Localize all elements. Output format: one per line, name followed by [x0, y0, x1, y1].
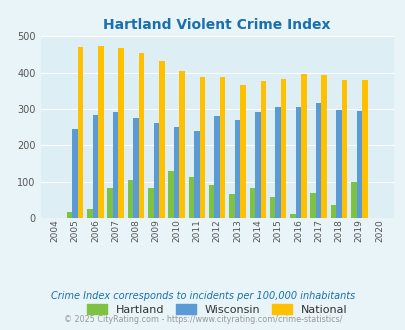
Bar — [295, 107, 301, 218]
Bar — [260, 81, 265, 218]
Bar — [159, 61, 164, 218]
Bar — [118, 48, 124, 218]
Bar — [275, 107, 280, 218]
Bar — [209, 185, 214, 218]
Bar — [310, 193, 315, 218]
Bar — [92, 115, 98, 218]
Bar — [168, 171, 173, 218]
Bar — [361, 80, 367, 218]
Bar — [330, 205, 335, 218]
Bar — [335, 110, 341, 218]
Bar — [67, 213, 72, 218]
Bar — [249, 188, 254, 218]
Bar — [356, 112, 361, 218]
Bar — [254, 112, 260, 218]
Bar — [139, 52, 144, 218]
Bar — [199, 77, 205, 218]
Bar — [188, 177, 194, 218]
Bar — [321, 75, 326, 218]
Bar — [194, 131, 199, 218]
Bar — [98, 46, 103, 218]
Bar — [220, 77, 225, 218]
Bar — [87, 209, 92, 218]
Bar — [153, 123, 159, 218]
Bar — [280, 79, 286, 218]
Bar — [240, 84, 245, 218]
Bar — [214, 116, 220, 218]
Text: © 2025 CityRating.com - https://www.cityrating.com/crime-statistics/: © 2025 CityRating.com - https://www.city… — [64, 315, 341, 324]
Bar — [290, 214, 295, 218]
Bar — [341, 80, 346, 218]
Bar — [301, 74, 306, 218]
Bar — [173, 127, 179, 218]
Bar — [315, 103, 321, 218]
Bar — [350, 182, 356, 218]
Bar — [107, 188, 113, 218]
Bar — [269, 197, 275, 218]
Legend: Hartland, Wisconsin, National: Hartland, Wisconsin, National — [83, 300, 351, 319]
Bar — [72, 129, 78, 218]
Text: Crime Index corresponds to incidents per 100,000 inhabitants: Crime Index corresponds to incidents per… — [51, 291, 354, 301]
Bar — [229, 194, 234, 218]
Bar — [148, 188, 153, 218]
Title: Hartland Violent Crime Index: Hartland Violent Crime Index — [103, 18, 330, 32]
Bar — [128, 180, 133, 218]
Bar — [179, 71, 184, 218]
Bar — [78, 47, 83, 218]
Bar — [133, 118, 139, 218]
Bar — [113, 112, 118, 218]
Bar — [234, 120, 240, 218]
